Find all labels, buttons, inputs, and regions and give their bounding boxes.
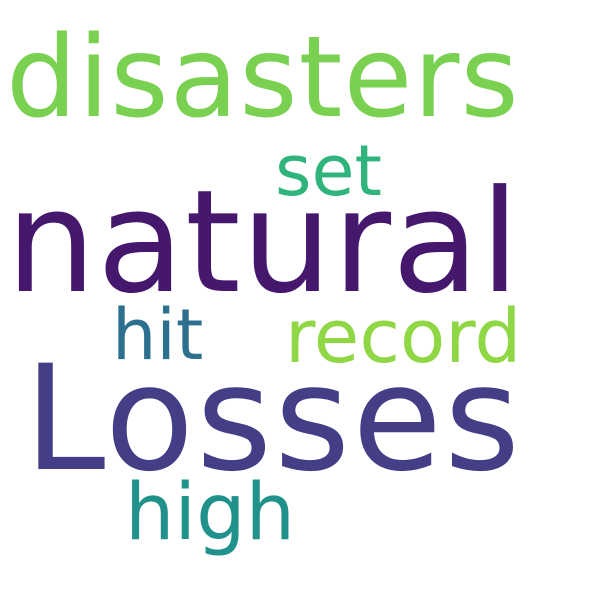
word-record: record <box>285 294 522 380</box>
word-set: set <box>275 130 382 212</box>
word-losses: Losses <box>24 334 523 504</box>
word-disasters: disasters <box>6 13 520 143</box>
word-natural: natural <box>6 160 521 325</box>
word-hit: hit <box>112 294 204 376</box>
word-high: high <box>125 468 296 558</box>
